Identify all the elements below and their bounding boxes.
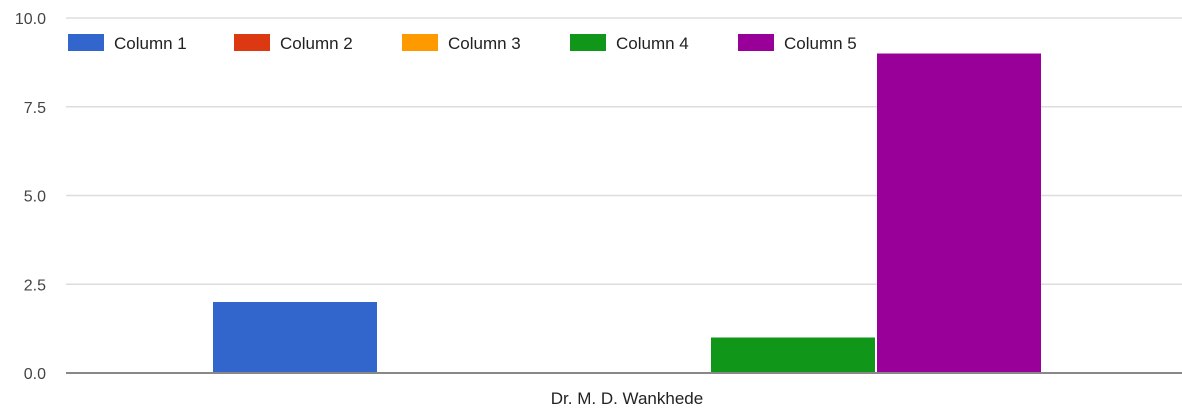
legend: Column 1 Column 2 Column 3 Column 4 Column 5 (68, 34, 857, 53)
y-tick-label: 10.0 (15, 11, 46, 28)
legend-swatch (234, 34, 270, 51)
legend-label: Column 5 (784, 34, 857, 53)
legend-item-column-1: Column 1 (68, 34, 187, 53)
legend-item-column-2: Column 2 (234, 34, 353, 53)
legend-item-column-4: Column 4 (570, 34, 689, 53)
legend-item-column-3: Column 3 (402, 34, 521, 53)
x-axis-ticks: Dr. M. D. Wankhede (551, 389, 703, 408)
legend-swatch (738, 34, 774, 51)
y-tick-label: 7.5 (24, 100, 46, 117)
legend-item-column-5: Column 5 (738, 34, 857, 53)
legend-label: Column 2 (280, 34, 353, 53)
y-axis-ticks: 0.0 2.5 5.0 7.5 10.0 (15, 11, 46, 383)
bars (213, 53, 1041, 373)
bar-column-1 (213, 302, 377, 373)
legend-label: Column 1 (114, 34, 187, 53)
y-tick-label: 5.0 (24, 189, 46, 206)
y-tick-label: 2.5 (24, 277, 46, 294)
legend-swatch (402, 34, 438, 51)
bar-column-4 (711, 337, 875, 373)
x-tick-label: Dr. M. D. Wankhede (551, 389, 703, 408)
y-tick-label: 0.0 (24, 366, 46, 383)
bar-column-5 (877, 53, 1041, 373)
legend-label: Column 3 (448, 34, 521, 53)
legend-label: Column 4 (616, 34, 689, 53)
legend-swatch (570, 34, 606, 51)
legend-swatch (68, 34, 104, 51)
